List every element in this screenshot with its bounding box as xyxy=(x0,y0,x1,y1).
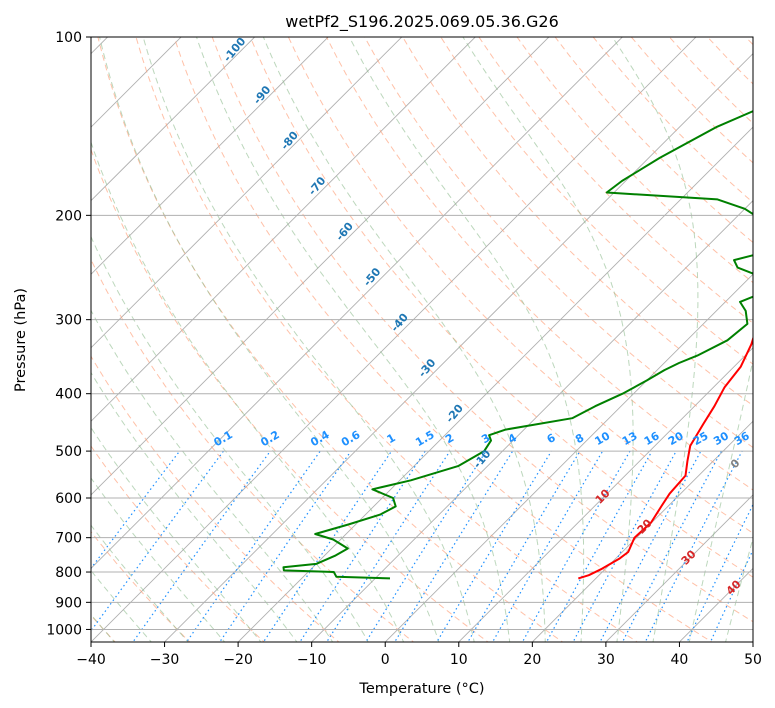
mixing-ratio-line xyxy=(394,450,514,642)
mixing-ratio-line xyxy=(325,450,451,642)
temperature-line xyxy=(578,335,753,580)
isotherm-line xyxy=(458,347,753,642)
mixing-ratio-line xyxy=(492,450,604,642)
x-tick-label: 50 xyxy=(744,652,762,668)
grid-lines xyxy=(91,37,753,630)
isotherm-line xyxy=(91,37,476,422)
y-tick-label: 900 xyxy=(55,595,82,611)
dry-adiabat-line xyxy=(440,37,753,365)
y-tick-label: 100 xyxy=(55,30,82,46)
mixing-ratio-line xyxy=(621,450,722,642)
x-tick-label: 20 xyxy=(523,652,541,668)
mixing-ratio-line xyxy=(436,450,553,642)
x-axis-label: Temperature (°C) xyxy=(358,681,484,697)
y-tick-label: 400 xyxy=(55,387,82,403)
isotherm-line xyxy=(163,52,753,642)
y-tick-label: 800 xyxy=(55,565,82,581)
dry-adiabat-line xyxy=(478,37,753,324)
dry-adiabat-line xyxy=(91,258,415,642)
dry-adiabat-line xyxy=(249,37,753,578)
isotherm-line xyxy=(605,494,753,642)
dewpoint-line xyxy=(282,110,753,580)
y-axis-ticks: 100 200 300 400 500 600 700 800 900 1000 xyxy=(46,30,91,638)
x-tick-label: 0 xyxy=(381,652,390,668)
mixing-ratio-line xyxy=(467,450,581,642)
x-axis-ticks: −40 −30 −20 −10 0 10 20 30 40 50 xyxy=(76,642,762,668)
isotherm-line xyxy=(91,37,550,496)
mixing-ratio-line xyxy=(644,450,743,642)
isotherm-line xyxy=(752,641,753,642)
chart-title: wetPf2_S196.2025.069.05.36.G26 xyxy=(285,12,559,32)
isotherm-line xyxy=(91,37,403,349)
isotherm-line xyxy=(384,273,753,642)
x-tick-label: 10 xyxy=(450,652,468,668)
mixing-ratio-line xyxy=(709,548,753,642)
mixing-ratio-line xyxy=(91,450,224,632)
x-tick-label: −20 xyxy=(223,652,253,668)
x-tick-label: 40 xyxy=(671,652,689,668)
isotherm-line xyxy=(310,200,753,642)
y-tick-label: 500 xyxy=(55,444,82,460)
y-tick-label: 600 xyxy=(55,491,82,507)
mixing-ratio-line xyxy=(521,450,631,642)
plot-frame xyxy=(90,36,754,643)
y-tick-label: 1000 xyxy=(46,622,82,638)
dry-adiabat-line xyxy=(173,37,713,642)
isotherm-line xyxy=(91,37,329,275)
x-tick-label: 30 xyxy=(597,652,615,668)
x-tick-label: −10 xyxy=(297,652,327,668)
y-tick-label: 300 xyxy=(55,313,82,329)
plot-background xyxy=(91,37,753,642)
mixing-ratio-line xyxy=(365,450,487,642)
dry-adiabat-line xyxy=(287,37,753,534)
y-axis-label: Pressure (hPa) xyxy=(13,288,29,392)
moist-adiabat-line xyxy=(91,235,369,642)
dry-adiabat-line xyxy=(326,37,753,491)
y-tick-label: 700 xyxy=(55,531,82,547)
x-tick-label: −40 xyxy=(76,652,106,668)
series-layer xyxy=(282,110,753,580)
y-tick-label: 200 xyxy=(55,208,82,224)
isotherm-line xyxy=(91,37,624,570)
dry-adiabat-line xyxy=(402,37,753,407)
isotherm-line xyxy=(237,126,753,642)
moist-adiabat-line xyxy=(91,140,405,642)
mixing-ratio-line xyxy=(219,450,352,642)
mixing-ratio-line xyxy=(299,450,426,642)
x-tick-label: −30 xyxy=(150,652,180,668)
isotherm-line xyxy=(91,37,256,202)
mixing-ratio-line xyxy=(262,450,392,642)
